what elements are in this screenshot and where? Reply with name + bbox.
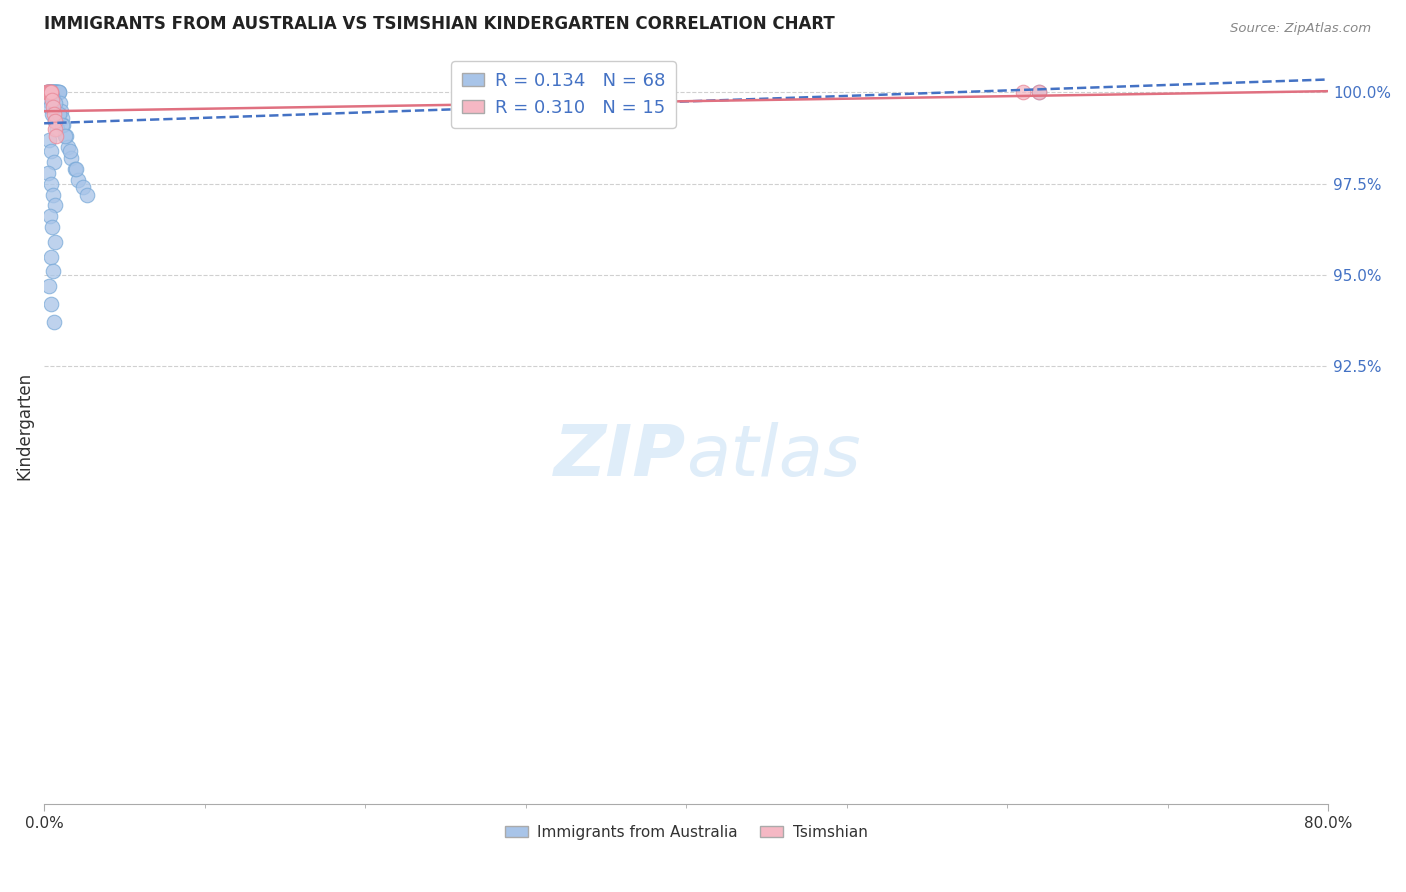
Point	[35, 85, 58, 99]
Point	[37, 85, 59, 99]
Text: ZIP: ZIP	[554, 422, 686, 491]
Point	[45, 85, 67, 99]
Point	[44, 85, 66, 99]
Point	[37, 165, 59, 179]
Point	[35, 85, 58, 99]
Point	[41, 297, 63, 311]
Point	[44, 235, 66, 249]
Point	[1028, 85, 1050, 99]
Legend: Immigrants from Australia, Tsimshian: Immigrants from Australia, Tsimshian	[499, 819, 873, 846]
Point	[41, 89, 63, 103]
Point	[45, 85, 67, 99]
Point	[44, 121, 66, 136]
Point	[63, 161, 86, 176]
Point	[37, 85, 59, 99]
Point	[1012, 85, 1035, 99]
Point	[39, 177, 62, 191]
Point	[44, 96, 66, 111]
Text: atlas: atlas	[686, 422, 860, 491]
Point	[46, 85, 69, 99]
Point	[65, 161, 87, 176]
Point	[42, 100, 65, 114]
Point	[38, 210, 60, 224]
Point	[41, 144, 63, 158]
Point	[42, 107, 65, 121]
Point	[44, 114, 66, 128]
Point	[42, 187, 65, 202]
Point	[45, 129, 67, 144]
Point	[76, 187, 98, 202]
Point	[42, 315, 65, 329]
Point	[38, 85, 60, 99]
Point	[56, 140, 79, 154]
Point	[72, 180, 94, 194]
Point	[44, 114, 66, 128]
Point	[53, 129, 76, 144]
Point	[38, 85, 60, 99]
Point	[1028, 85, 1050, 99]
Point	[37, 85, 59, 99]
Point	[66, 173, 89, 187]
Point	[42, 85, 65, 99]
Point	[38, 85, 60, 99]
Y-axis label: Kindergarten: Kindergarten	[15, 372, 32, 481]
Point	[44, 85, 66, 99]
Point	[59, 144, 82, 158]
Text: IMMIGRANTS FROM AUSTRALIA VS TSIMSHIAN KINDERGARTEN CORRELATION CHART: IMMIGRANTS FROM AUSTRALIA VS TSIMSHIAN K…	[44, 15, 835, 33]
Point	[49, 103, 72, 118]
Point	[39, 85, 62, 99]
Point	[37, 85, 59, 99]
Point	[45, 85, 67, 99]
Point	[41, 85, 63, 99]
Point	[38, 278, 60, 293]
Point	[39, 85, 62, 99]
Point	[48, 85, 70, 99]
Point	[51, 118, 73, 132]
Point	[38, 100, 60, 114]
Point	[39, 85, 62, 99]
Point	[39, 85, 62, 99]
Point	[42, 85, 65, 99]
Point	[42, 264, 65, 278]
Point	[48, 107, 70, 121]
Point	[41, 85, 63, 99]
Point	[41, 85, 63, 99]
Point	[41, 85, 63, 99]
Point	[38, 85, 60, 99]
Point	[48, 85, 70, 99]
Point	[38, 85, 60, 99]
Point	[37, 93, 59, 107]
Point	[35, 85, 58, 99]
Point	[41, 85, 63, 99]
Point	[39, 250, 62, 264]
Point	[46, 121, 69, 136]
Point	[42, 85, 65, 99]
Text: Source: ZipAtlas.com: Source: ZipAtlas.com	[1230, 22, 1371, 36]
Point	[38, 85, 60, 99]
Point	[44, 198, 66, 212]
Point	[38, 133, 60, 147]
Point	[51, 111, 73, 125]
Point	[55, 129, 77, 144]
Point	[44, 85, 66, 99]
Point	[41, 93, 63, 107]
Point	[42, 154, 65, 169]
Point	[41, 220, 63, 235]
Point	[52, 118, 75, 132]
Point	[60, 151, 83, 165]
Point	[46, 85, 69, 99]
Point	[42, 85, 65, 99]
Point	[49, 96, 72, 111]
Point	[41, 107, 63, 121]
